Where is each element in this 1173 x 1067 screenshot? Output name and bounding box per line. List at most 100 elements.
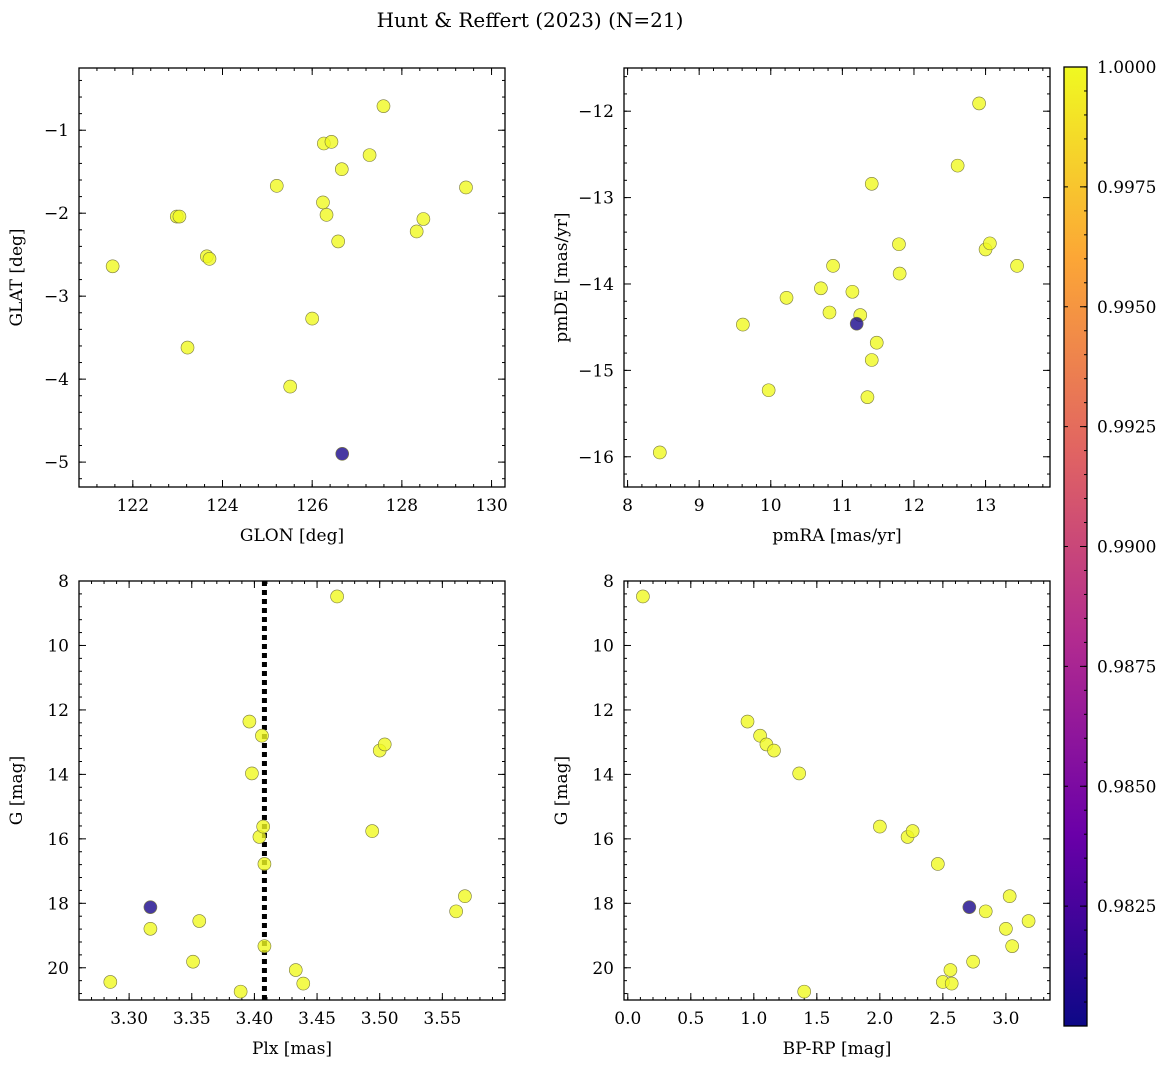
scatter-point xyxy=(636,589,650,604)
scatter-point xyxy=(999,921,1013,936)
colorbar-frame xyxy=(1063,66,1088,1027)
y-tick-label: 20 xyxy=(592,959,614,979)
y-tick-label: −15 xyxy=(578,361,614,381)
data-area xyxy=(103,581,472,1000)
x-tick-label: 8 xyxy=(622,496,633,516)
scatter-point xyxy=(143,900,158,914)
data-area xyxy=(105,99,473,461)
panel-3: 3.30 3.35 3.40 3.45 3.50 3.55 8 10 12 14 16 18 20 Plx… xyxy=(7,572,506,1059)
scatter-point xyxy=(652,445,667,460)
y-axis-label: G [mag] xyxy=(7,756,27,825)
y-tick-label: 14 xyxy=(47,765,69,785)
data-area xyxy=(636,589,1036,999)
scatter-point xyxy=(257,857,272,871)
scatter-point xyxy=(331,234,345,249)
colorbar: 0.9825 0.9850 0.9875 0.9900 0.9925 0.9950 0.99… xyxy=(1063,58,1156,1027)
y-tick-label: 18 xyxy=(47,894,69,914)
x-tick-label: 13 xyxy=(975,496,997,516)
colorbar-tick-label: 0.9850 xyxy=(1097,777,1156,797)
x-tick-label: 3.40 xyxy=(235,1009,273,1029)
x-tick-label: 1.5 xyxy=(803,1009,830,1029)
scatter-point xyxy=(797,984,812,999)
scatter-point xyxy=(983,236,997,251)
y-tick-label: 18 xyxy=(592,894,614,914)
scatter-point xyxy=(186,954,200,969)
colorbar-tick-label: 0.9975 xyxy=(1097,178,1156,198)
scatter-point xyxy=(740,714,755,729)
scatter-point xyxy=(972,96,986,111)
scatter-point xyxy=(458,889,472,904)
scatter-point xyxy=(330,589,344,604)
x-tick-label: 9 xyxy=(694,496,705,516)
scatter-point xyxy=(365,824,379,838)
scatter-point xyxy=(449,904,463,919)
x-tick-label: 124 xyxy=(206,496,238,516)
axes-frame xyxy=(623,580,1051,1001)
x-tick-label: 128 xyxy=(386,496,418,516)
scatter-point xyxy=(255,728,269,743)
x-tick-label: 10 xyxy=(760,496,782,516)
scatter-point xyxy=(905,824,920,838)
scatter-point xyxy=(736,317,750,332)
scatter-point xyxy=(242,714,257,729)
colorbar-tick-label: 0.9900 xyxy=(1097,538,1156,558)
scatter-point xyxy=(459,180,473,195)
x-tick-label: 130 xyxy=(475,496,507,516)
scatter-point xyxy=(864,176,879,191)
scatter-point xyxy=(283,379,298,394)
scatter-point xyxy=(845,284,860,299)
scatter-point xyxy=(103,975,118,989)
scatter-point xyxy=(256,819,270,834)
y-tick-label: 10 xyxy=(592,636,614,656)
y-tick-label: 10 xyxy=(47,636,69,656)
x-tick-label: 11 xyxy=(832,496,854,516)
colorbar-tick-label: 0.9950 xyxy=(1097,298,1156,318)
scatter-point xyxy=(192,914,207,928)
scatter-point xyxy=(233,984,248,999)
x-axis-label: Plx [mas] xyxy=(252,1039,332,1059)
scatter-point xyxy=(319,208,334,222)
y-axis-label: pmDE [mas/yr] xyxy=(552,212,572,342)
x-tick-label: 3.45 xyxy=(298,1009,336,1029)
scatter-point xyxy=(892,237,906,252)
x-tick-label: 1.0 xyxy=(740,1009,767,1029)
scatter-point xyxy=(1010,259,1024,273)
y-tick-label: −4 xyxy=(44,370,69,390)
y-tick-label: 8 xyxy=(603,572,614,592)
y-tick-label: −3 xyxy=(44,287,69,307)
scatter-point xyxy=(172,209,187,224)
scatter-point xyxy=(944,976,959,991)
x-tick-label: 0.5 xyxy=(677,1009,704,1029)
scatter-point xyxy=(966,954,980,969)
scatter-point xyxy=(779,291,794,305)
y-tick-label: 8 xyxy=(58,572,69,592)
y-tick-label: −2 xyxy=(44,204,69,224)
scatter-point xyxy=(962,900,977,914)
y-tick-label: 16 xyxy=(592,830,614,850)
x-tick-label: 3.50 xyxy=(361,1009,399,1029)
scatter-point xyxy=(826,259,840,273)
x-tick-label: 12 xyxy=(903,496,925,516)
scatter-point xyxy=(849,316,864,331)
scatter-point xyxy=(288,963,303,977)
scatter-point xyxy=(860,390,875,404)
colorbar-tick-label: 0.9925 xyxy=(1097,418,1156,438)
scatter-point xyxy=(409,224,424,239)
x-tick-label: 126 xyxy=(296,496,328,516)
y-tick-label: −13 xyxy=(578,189,614,209)
colorbar-tick-label: 0.9825 xyxy=(1097,897,1156,917)
y-tick-label: −1 xyxy=(44,121,69,141)
scatter-point xyxy=(1021,914,1036,928)
scatter-point xyxy=(334,162,349,177)
panel-4: 0.0 0.5 1.0 1.5 2.0 2.5 3.0 8 10 12 14 16 18 20 BP-RP … xyxy=(552,572,1051,1059)
figure-title: Hunt & Reffert (2023) (N=21) xyxy=(377,8,684,32)
y-tick-label: −16 xyxy=(578,448,614,468)
scatter-point xyxy=(931,857,945,871)
scatter-point xyxy=(873,819,887,834)
scatter-point xyxy=(767,743,781,758)
scatter-point xyxy=(316,195,330,210)
panel-1: 122 124 126 128 130 −5 −4 −3 −2 −1 GLON [deg] GLAT … xyxy=(7,67,508,546)
x-tick-label: 2.5 xyxy=(929,1009,956,1029)
